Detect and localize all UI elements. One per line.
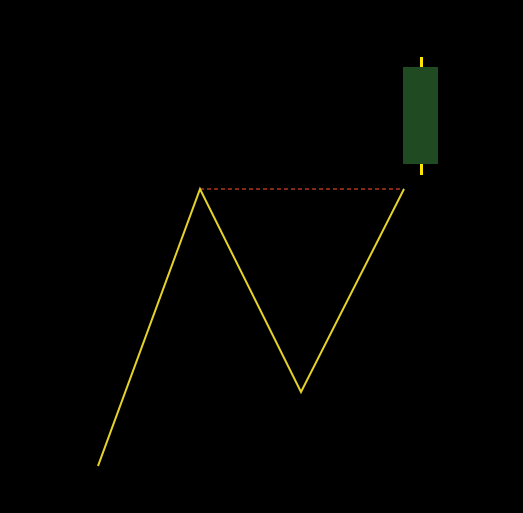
price-path-line bbox=[97, 186, 405, 467]
bullish-candle bbox=[403, 57, 438, 175]
candle-body bbox=[403, 67, 438, 164]
